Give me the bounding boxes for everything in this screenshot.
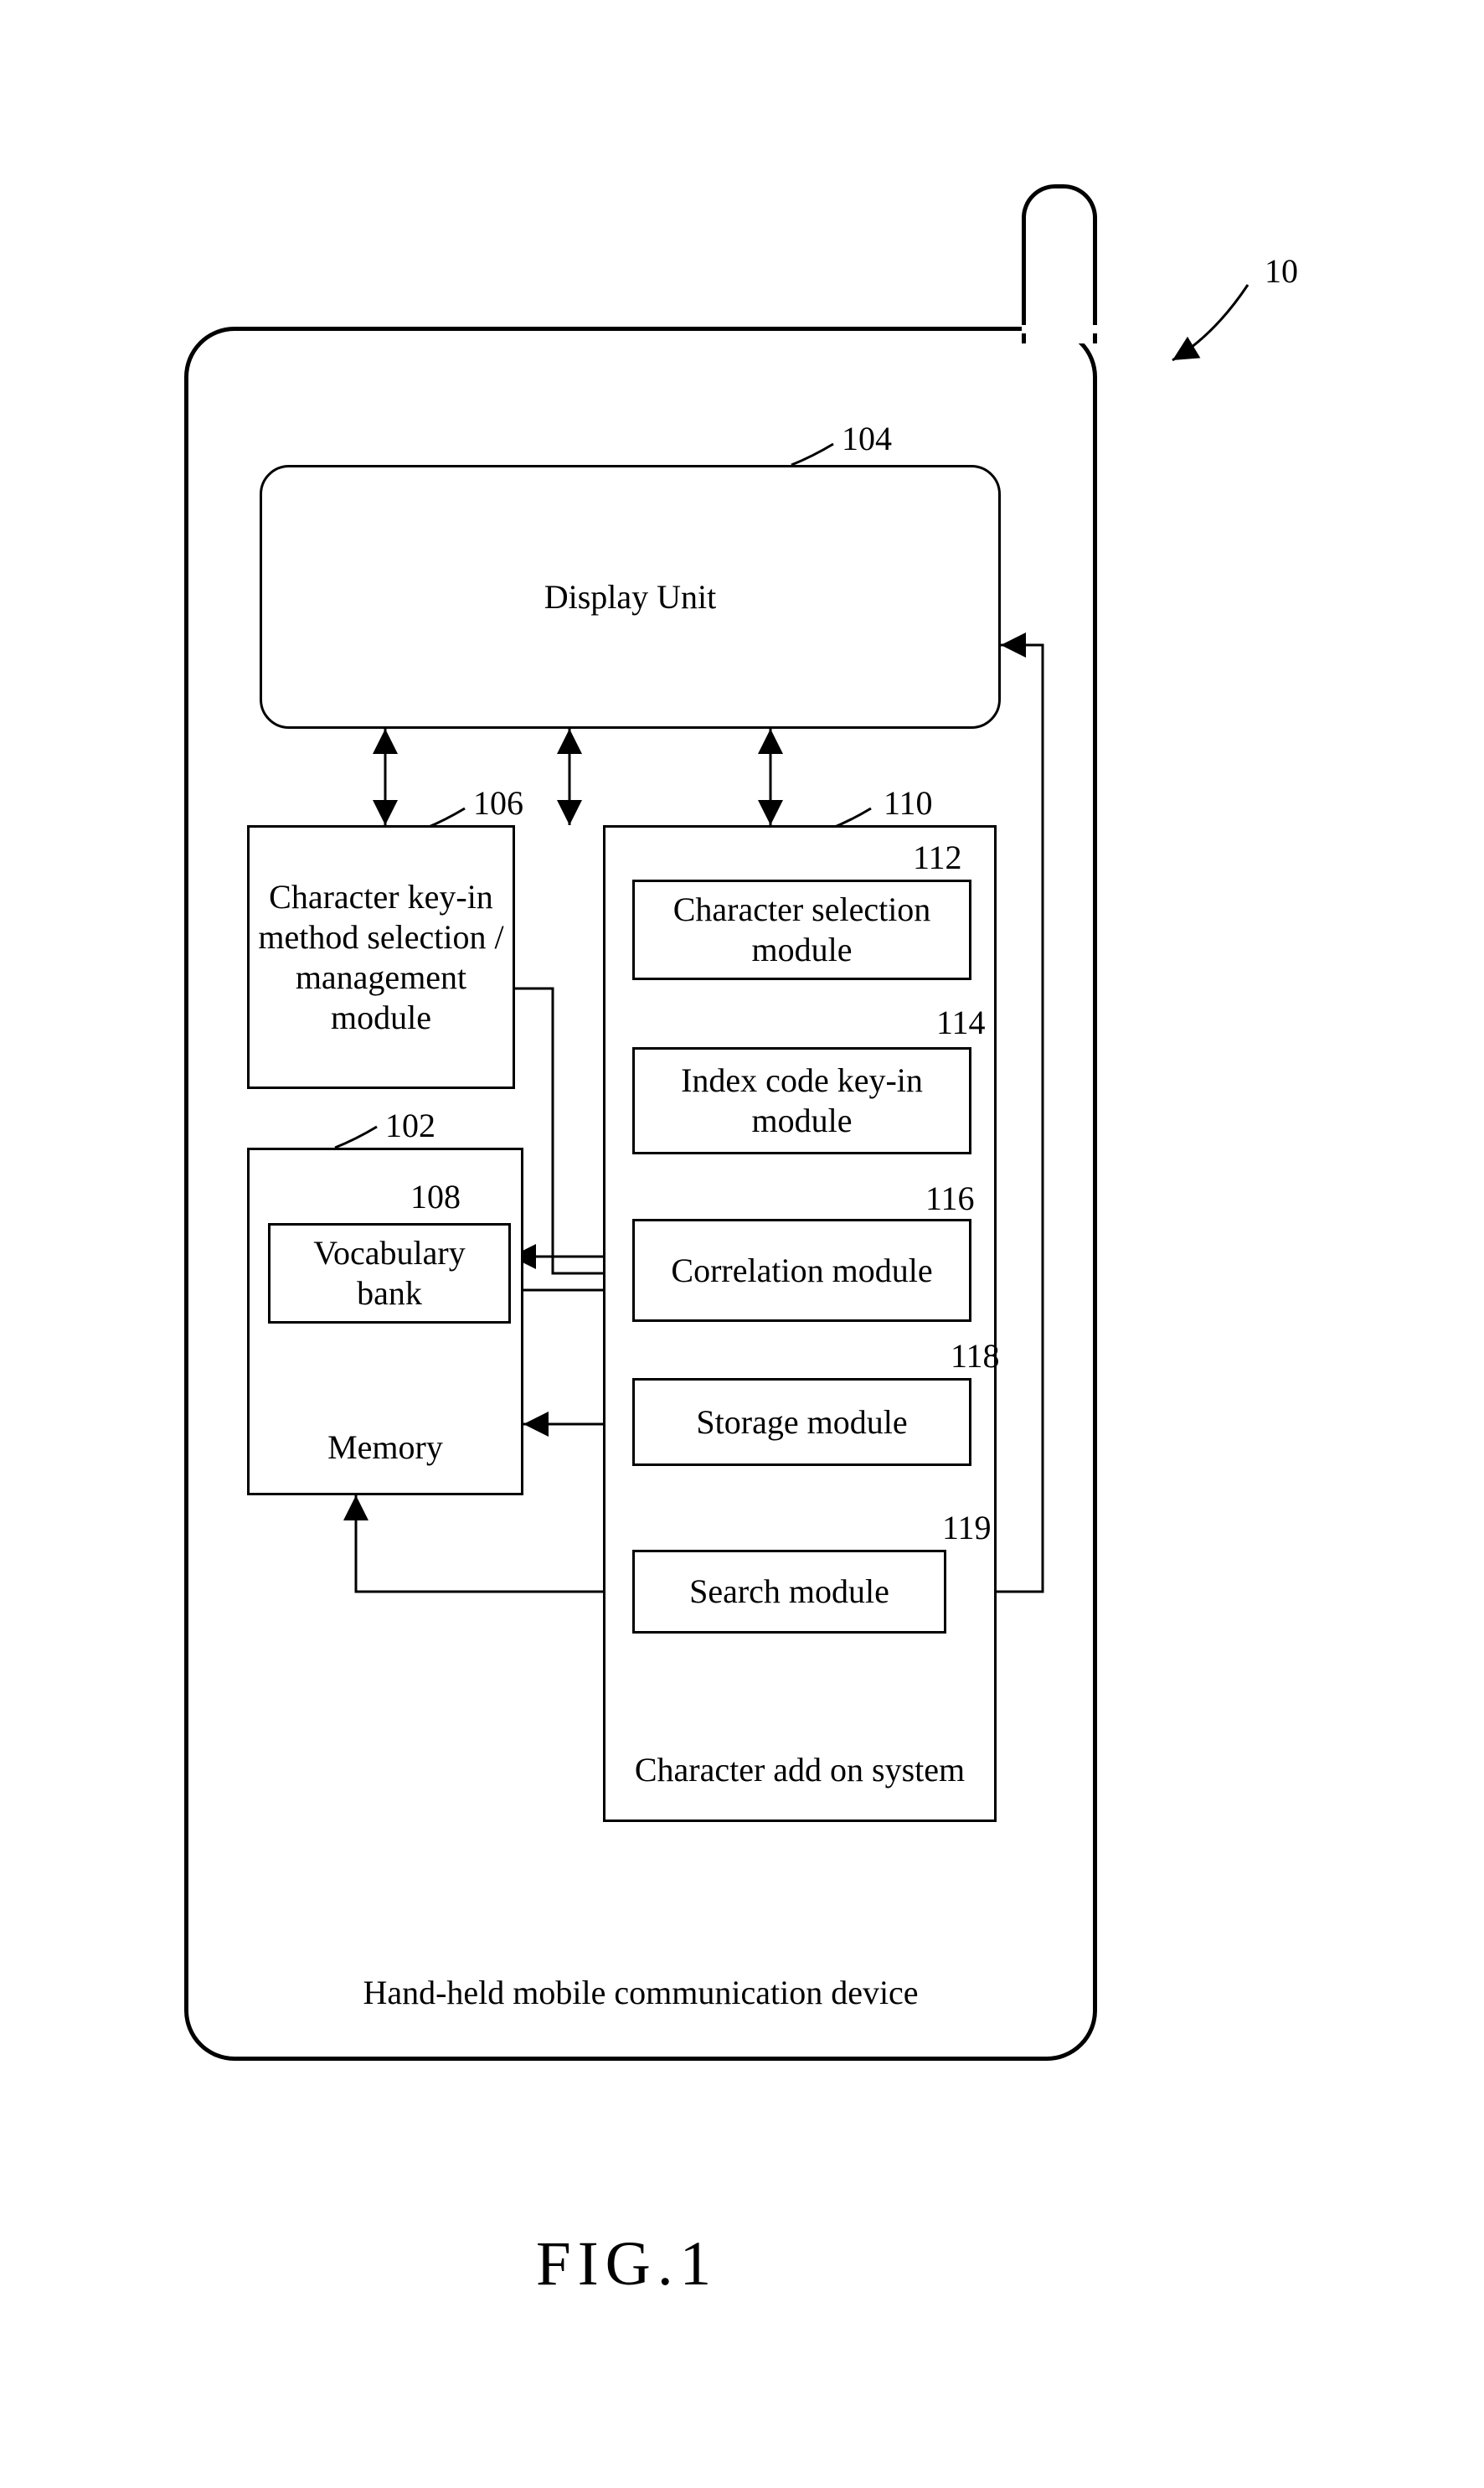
block-char-sel-label: Character selection module (642, 890, 962, 970)
block-correlation-label: Correlation module (671, 1251, 932, 1291)
device-label: Hand-held mobile communication device (251, 1973, 1030, 2012)
block-display-label: Display Unit (544, 577, 717, 617)
ref-vocab: 108 (410, 1177, 461, 1216)
ref-addon-system: 110 (884, 783, 933, 823)
block-search: Search module (632, 1550, 946, 1634)
ref-memory: 102 (385, 1106, 435, 1145)
block-memory-label: Memory (327, 1427, 443, 1468)
block-vocab-label: Vocabulary bank (277, 1233, 502, 1314)
ref-device: 10 (1265, 251, 1298, 291)
block-index-keyin: Index code key-in module (632, 1047, 971, 1154)
ref-search: 119 (942, 1508, 992, 1547)
ref-display: 104 (842, 419, 892, 458)
ref-keyin-mgmt: 106 (473, 783, 523, 823)
block-char-sel: Character selection module (632, 880, 971, 980)
block-index-keyin-label: Index code key-in module (642, 1061, 962, 1141)
ref-char-sel: 112 (913, 838, 962, 877)
block-storage: Storage module (632, 1378, 971, 1466)
block-display: Display Unit (260, 465, 1001, 729)
block-vocab: Vocabulary bank (268, 1223, 511, 1324)
block-search-label: Search module (689, 1572, 889, 1612)
figure-caption: FIG.1 (536, 2228, 718, 2300)
block-keyin-mgmt-label: Character key-in method selection / mana… (256, 877, 506, 1038)
diagram-container: 10 Display Unit 104 Character key-in met… (0, 0, 1484, 2488)
block-storage-label: Storage module (696, 1402, 907, 1443)
ref-storage: 118 (951, 1336, 1000, 1376)
phone-antenna-mask (1022, 325, 1097, 333)
ref-index-keyin: 114 (936, 1003, 986, 1042)
block-keyin-mgmt: Character key-in method selection / mana… (247, 825, 515, 1089)
block-correlation: Correlation module (632, 1219, 971, 1322)
block-addon-system-label: Character add on system (635, 1750, 965, 1790)
phone-antenna (1022, 184, 1097, 343)
ref-correlation: 116 (925, 1179, 975, 1218)
